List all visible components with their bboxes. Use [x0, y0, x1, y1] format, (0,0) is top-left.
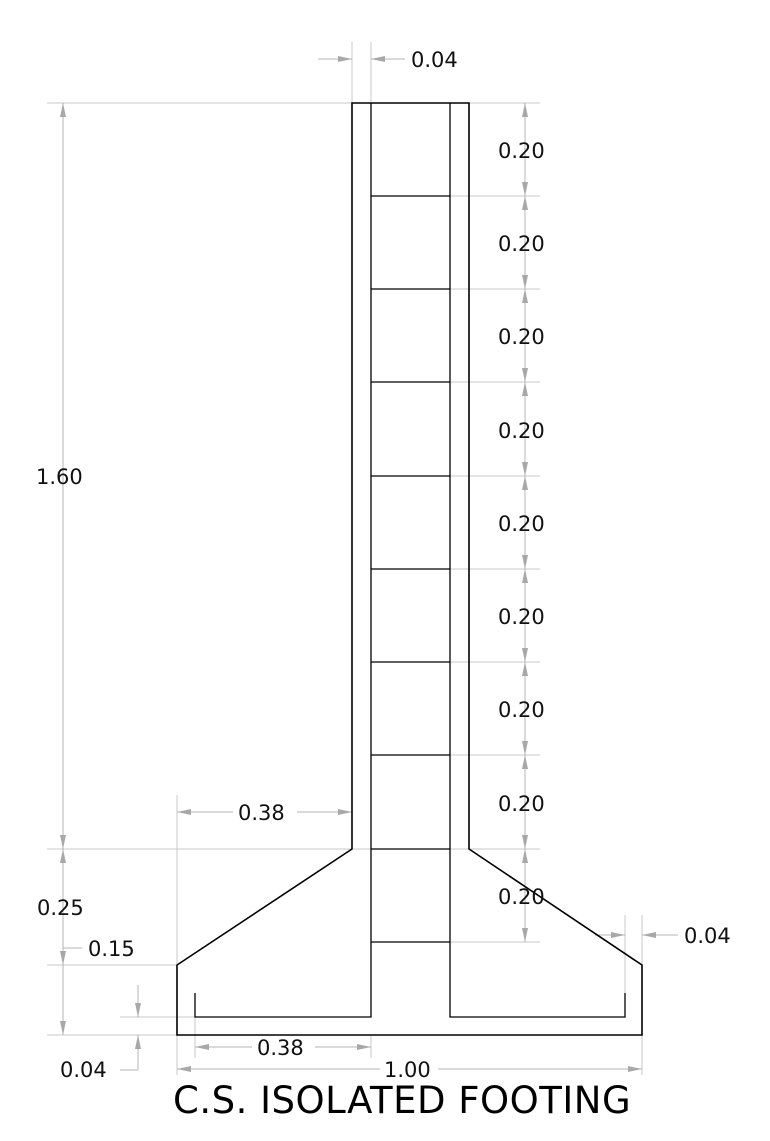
tie-spacing-label: 0.20 — [498, 232, 545, 256]
footing-overhang-label: 0.38 — [238, 801, 285, 825]
side-cover-label: 0.04 — [684, 924, 731, 948]
tie-spacing-label: 0.20 — [498, 139, 545, 163]
tie-spacing-label: 0.20 — [498, 419, 545, 443]
left-rebar — [194, 103, 372, 1018]
tie-spacing-label: 0.20 — [498, 698, 545, 722]
dimension-arrows — [60, 56, 656, 1072]
tie-spacing-label: 0.20 — [498, 792, 545, 816]
tie-spacing-label: 0.20 — [498, 512, 545, 536]
footing-width-label: 1.00 — [384, 1058, 431, 1082]
dimension-labels: 0.04 1.60 0.38 0.25 0.15 0.04 0.38 1.00 … — [36, 48, 731, 1082]
extension-lines — [47, 42, 643, 1075]
bottom-cover-label: 0.04 — [60, 1058, 107, 1082]
footing-edge-depth-label: 0.15 — [88, 937, 135, 961]
drawing-title: C.S. ISOLATED FOOTING — [173, 1079, 631, 1122]
concrete-outline — [176, 102, 643, 1036]
right-rebar — [449, 103, 626, 1018]
column-cover-top-label: 0.04 — [411, 48, 458, 72]
reinforcement — [194, 103, 626, 1018]
tie-spacing-label: 0.20 — [498, 885, 545, 909]
tie-spacing-label: 0.20 — [498, 325, 545, 349]
bar-projection-label: 0.38 — [257, 1036, 304, 1060]
column-height-label: 1.60 — [36, 465, 83, 489]
footing-depth-label: 0.25 — [37, 896, 84, 920]
tie-spacing-label: 0.20 — [498, 605, 545, 629]
